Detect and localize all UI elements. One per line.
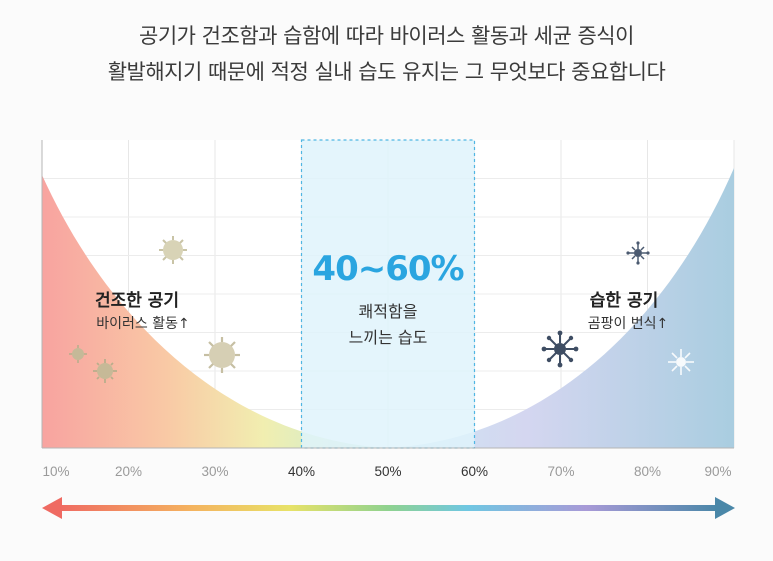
humid-zone-title: 습한 공기 (589, 291, 659, 311)
x-tick-label: 10% (42, 464, 70, 479)
humidity-spectrum-arrow (42, 497, 735, 519)
humid-zone-subtitle: 곰팡이 번식↑ (587, 316, 669, 332)
mold-icon (626, 241, 650, 265)
arrow-right-head (715, 497, 735, 519)
x-tick-label: 50% (374, 464, 402, 479)
optimal-range-box (300, 139, 476, 449)
optimal-range-value: 40~60% (312, 249, 464, 289)
humidity-curve-area (42, 168, 734, 448)
x-tick-label: 90% (704, 464, 732, 479)
mold-icon (668, 349, 694, 375)
headline-line-1: 공기가 건조함과 습함에 따라 바이러스 활동과 세균 증식이 (139, 24, 634, 48)
dry-zone-title: 건조한 공기 (94, 291, 180, 311)
x-tick-label: 70% (547, 464, 575, 479)
virus-icon (159, 236, 187, 264)
x-tick-label: 80% (633, 464, 662, 479)
optimal-range-line-1: 쾌적함을 (358, 302, 418, 321)
virus-icon (69, 345, 87, 363)
x-tick-label: 20% (114, 464, 143, 479)
dry-zone-subtitle: 바이러스 활동↑ (96, 316, 190, 332)
x-tick-label: 40% (287, 464, 316, 479)
headline-line-2: 활발해지기 때문에 적정 실내 습도 유지는 그 무엇보다 중요합니다 (107, 60, 666, 84)
x-tick-label: 60% (460, 464, 489, 479)
virus-icon (204, 337, 240, 373)
arrow-left-head (42, 497, 62, 519)
virus-icon (93, 359, 117, 383)
optimal-range-line-2: 느끼는 습도 (348, 328, 428, 347)
x-tick-label: 30% (201, 464, 229, 479)
mold-icon (541, 330, 579, 368)
